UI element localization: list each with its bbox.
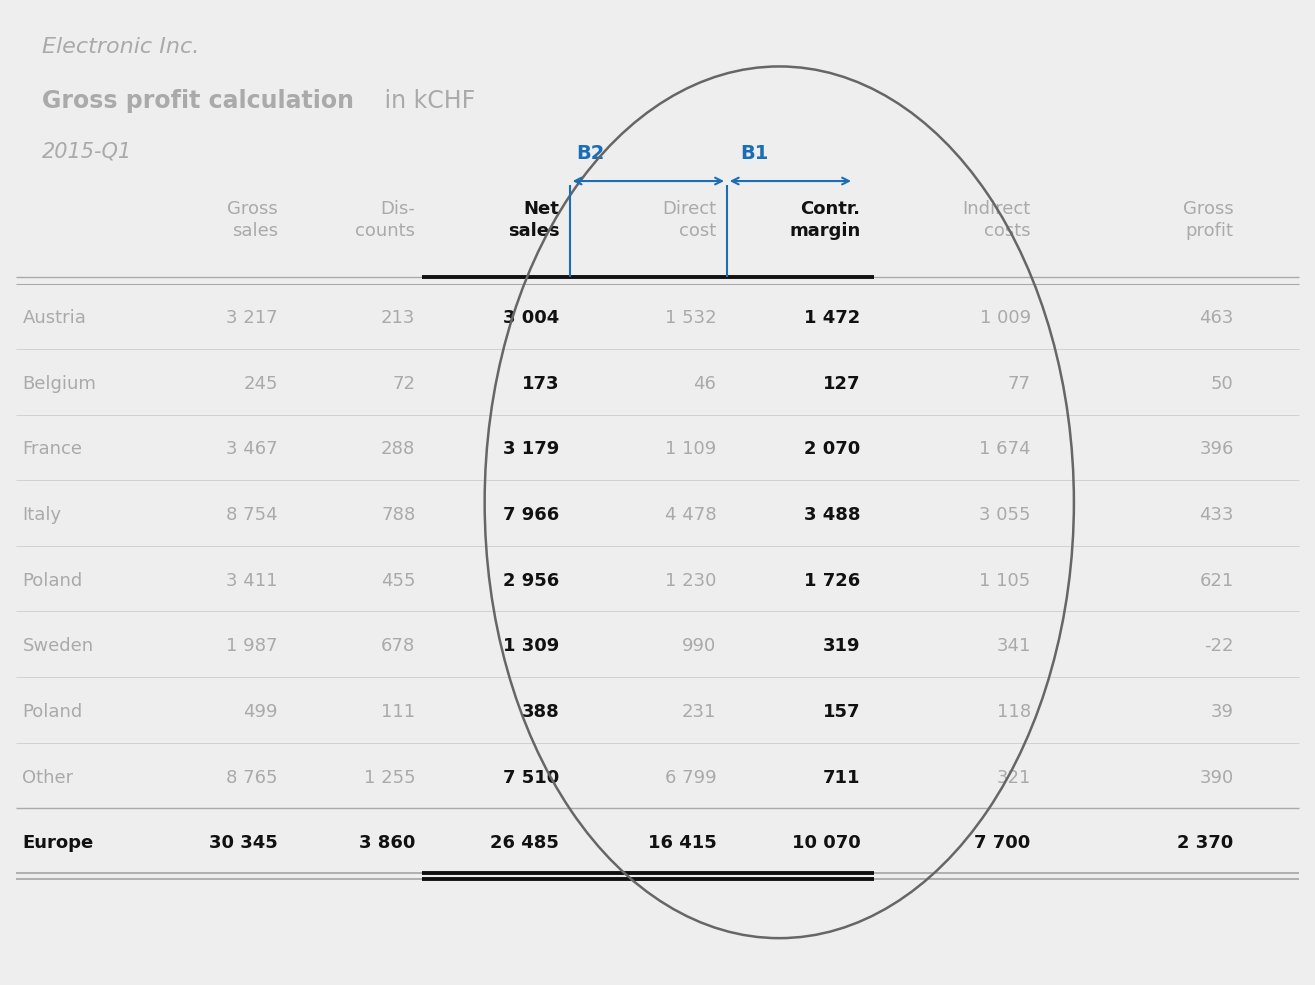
Text: 341: 341 — [997, 637, 1031, 655]
Text: Europe: Europe — [22, 834, 93, 852]
Text: 1 230: 1 230 — [665, 571, 717, 590]
Text: Poland: Poland — [22, 571, 83, 590]
Text: Gross profit calculation: Gross profit calculation — [42, 89, 354, 113]
Text: 111: 111 — [381, 703, 416, 721]
Text: 7 966: 7 966 — [504, 506, 559, 524]
Text: Electronic Inc.: Electronic Inc. — [42, 37, 200, 57]
Text: in kCHF: in kCHF — [377, 89, 476, 113]
Text: 3 411: 3 411 — [226, 571, 277, 590]
Text: Belgium: Belgium — [22, 374, 96, 393]
Text: Net: Net — [523, 200, 559, 219]
Text: 3 860: 3 860 — [359, 834, 416, 852]
Text: 50: 50 — [1211, 374, 1233, 393]
Text: 3 055: 3 055 — [980, 506, 1031, 524]
Text: 388: 388 — [522, 703, 559, 721]
Text: France: France — [22, 440, 83, 458]
Text: 72: 72 — [392, 374, 416, 393]
Text: 127: 127 — [823, 374, 860, 393]
Text: 8 754: 8 754 — [226, 506, 277, 524]
Text: Poland: Poland — [22, 703, 83, 721]
Text: 7 510: 7 510 — [504, 768, 559, 786]
Text: 118: 118 — [997, 703, 1031, 721]
Text: costs: costs — [984, 222, 1031, 239]
Text: 213: 213 — [381, 309, 416, 327]
Text: 433: 433 — [1199, 506, 1233, 524]
Text: Indirect: Indirect — [963, 200, 1031, 219]
Text: 6 799: 6 799 — [665, 768, 717, 786]
Text: 1 255: 1 255 — [364, 768, 416, 786]
Text: 455: 455 — [381, 571, 416, 590]
Text: cost: cost — [679, 222, 717, 239]
Text: B2: B2 — [576, 145, 605, 164]
Text: 1 726: 1 726 — [805, 571, 860, 590]
Text: 8 765: 8 765 — [226, 768, 277, 786]
Text: 30 345: 30 345 — [209, 834, 277, 852]
Text: Dis-: Dis- — [380, 200, 416, 219]
Text: 3 467: 3 467 — [226, 440, 277, 458]
Text: 157: 157 — [823, 703, 860, 721]
Text: 173: 173 — [522, 374, 559, 393]
Text: 10 070: 10 070 — [792, 834, 860, 852]
Text: Contr.: Contr. — [801, 200, 860, 219]
Text: Direct: Direct — [663, 200, 717, 219]
Text: Gross: Gross — [1184, 200, 1233, 219]
Text: 245: 245 — [243, 374, 277, 393]
Text: 788: 788 — [381, 506, 416, 524]
Text: 3 488: 3 488 — [803, 506, 860, 524]
Text: 390: 390 — [1199, 768, 1233, 786]
Text: 231: 231 — [682, 703, 717, 721]
Text: 26 485: 26 485 — [490, 834, 559, 852]
Text: Gross: Gross — [227, 200, 277, 219]
Text: 1 009: 1 009 — [980, 309, 1031, 327]
Text: 3 004: 3 004 — [504, 309, 559, 327]
Text: counts: counts — [355, 222, 416, 239]
Text: Italy: Italy — [22, 506, 62, 524]
Text: 1 309: 1 309 — [504, 637, 559, 655]
Text: 678: 678 — [381, 637, 416, 655]
Text: 39: 39 — [1211, 703, 1233, 721]
Text: 463: 463 — [1199, 309, 1233, 327]
Text: 7 700: 7 700 — [974, 834, 1031, 852]
Text: 2 956: 2 956 — [504, 571, 559, 590]
Text: sales: sales — [231, 222, 277, 239]
Text: 1 472: 1 472 — [805, 309, 860, 327]
Text: 499: 499 — [243, 703, 277, 721]
Text: 2 370: 2 370 — [1177, 834, 1233, 852]
Text: 16 415: 16 415 — [648, 834, 717, 852]
Text: 711: 711 — [823, 768, 860, 786]
Text: 1 532: 1 532 — [665, 309, 717, 327]
Text: margin: margin — [789, 222, 860, 239]
Text: 621: 621 — [1199, 571, 1233, 590]
Text: 1 109: 1 109 — [665, 440, 717, 458]
Text: 3 179: 3 179 — [504, 440, 559, 458]
Text: 3 217: 3 217 — [226, 309, 277, 327]
Text: 288: 288 — [381, 440, 416, 458]
Text: 396: 396 — [1199, 440, 1233, 458]
Text: 1 105: 1 105 — [980, 571, 1031, 590]
Text: profit: profit — [1186, 222, 1233, 239]
Text: Other: Other — [22, 768, 74, 786]
Text: 321: 321 — [997, 768, 1031, 786]
Text: Austria: Austria — [22, 309, 87, 327]
Text: 319: 319 — [823, 637, 860, 655]
Text: 4 478: 4 478 — [665, 506, 717, 524]
Text: 77: 77 — [1007, 374, 1031, 393]
Text: sales: sales — [508, 222, 559, 239]
Text: -22: -22 — [1205, 637, 1233, 655]
Text: 1 987: 1 987 — [226, 637, 277, 655]
Text: B1: B1 — [740, 145, 768, 164]
Text: 2 070: 2 070 — [805, 440, 860, 458]
Text: Sweden: Sweden — [22, 637, 93, 655]
Text: 1 674: 1 674 — [980, 440, 1031, 458]
Text: 2015-Q1: 2015-Q1 — [42, 142, 133, 162]
Text: 990: 990 — [682, 637, 717, 655]
Text: 46: 46 — [693, 374, 717, 393]
